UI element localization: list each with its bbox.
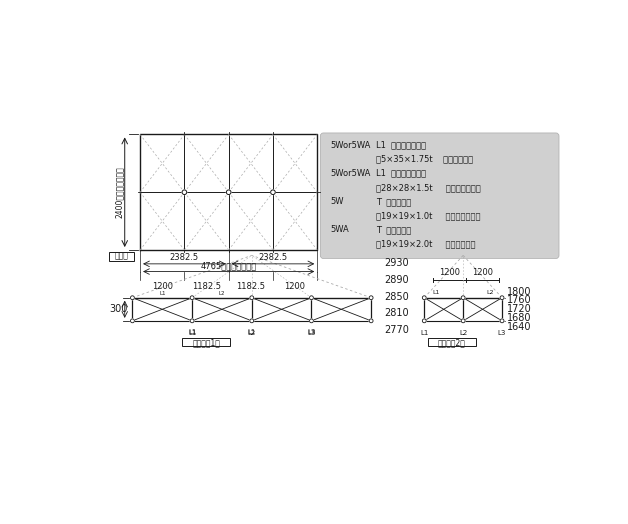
Circle shape bbox=[310, 296, 313, 300]
Circle shape bbox=[423, 296, 426, 300]
Circle shape bbox=[500, 296, 504, 300]
Bar bbox=[183, 338, 230, 346]
Text: 2930: 2930 bbox=[384, 258, 409, 268]
FancyBboxPatch shape bbox=[320, 133, 559, 258]
Text: 1680: 1680 bbox=[507, 313, 531, 323]
Text: 軸組図（1）: 軸組図（1） bbox=[192, 338, 220, 347]
Text: 5Wor5WA: 5Wor5WA bbox=[330, 169, 371, 178]
Text: L2: L2 bbox=[459, 330, 467, 336]
Text: 1200: 1200 bbox=[439, 268, 460, 277]
Text: 〃28×28×1.5t     材質：スチール: 〃28×28×1.5t 材質：スチール bbox=[376, 183, 480, 192]
Text: L3: L3 bbox=[307, 330, 316, 335]
Text: 1182.5: 1182.5 bbox=[236, 281, 265, 291]
Text: T  トラスバー: T トラスバー bbox=[376, 197, 411, 206]
Text: 2850: 2850 bbox=[384, 291, 409, 302]
Circle shape bbox=[271, 190, 275, 194]
Text: 2810: 2810 bbox=[384, 308, 409, 318]
Circle shape bbox=[250, 319, 254, 323]
Circle shape bbox=[190, 319, 194, 323]
Text: 1720: 1720 bbox=[507, 304, 531, 314]
Text: L2: L2 bbox=[487, 290, 494, 295]
Text: 4765（柱　外～外）: 4765（柱 外～外） bbox=[200, 261, 257, 270]
Text: 5WA: 5WA bbox=[330, 225, 349, 234]
Circle shape bbox=[310, 319, 313, 323]
Text: L1  アウターレッグ: L1 アウターレッグ bbox=[376, 141, 426, 150]
Text: 2382.5: 2382.5 bbox=[258, 253, 288, 263]
Text: 1182.5: 1182.5 bbox=[192, 281, 221, 291]
Text: 1200: 1200 bbox=[472, 268, 493, 277]
Circle shape bbox=[226, 190, 231, 194]
Bar bbox=[109, 252, 134, 261]
Text: 1800: 1800 bbox=[507, 287, 531, 297]
Text: 1200: 1200 bbox=[152, 281, 173, 291]
Text: L1: L1 bbox=[420, 330, 428, 336]
Text: L3: L3 bbox=[307, 330, 316, 336]
Circle shape bbox=[461, 319, 465, 323]
Text: 5W: 5W bbox=[330, 197, 344, 206]
Text: L1: L1 bbox=[247, 330, 256, 335]
Text: L1: L1 bbox=[159, 291, 166, 297]
Text: 1760: 1760 bbox=[507, 296, 531, 305]
Text: 2382.5: 2382.5 bbox=[170, 253, 199, 263]
Circle shape bbox=[369, 319, 373, 323]
Circle shape bbox=[500, 319, 504, 323]
Text: L1: L1 bbox=[432, 290, 440, 295]
Text: L2: L2 bbox=[247, 330, 256, 336]
Text: 1640: 1640 bbox=[507, 322, 531, 332]
Text: 〃19×19×1.0t     材質：スチール: 〃19×19×1.0t 材質：スチール bbox=[376, 211, 480, 220]
Text: 300: 300 bbox=[109, 304, 127, 314]
Circle shape bbox=[190, 296, 194, 300]
Circle shape bbox=[250, 296, 254, 300]
Circle shape bbox=[131, 296, 134, 300]
Circle shape bbox=[182, 190, 187, 194]
Text: 軸組図（2）: 軸組図（2） bbox=[438, 338, 466, 347]
Text: 1200: 1200 bbox=[284, 281, 306, 291]
Text: 2890: 2890 bbox=[384, 275, 409, 285]
Text: 5Wor5WA: 5Wor5WA bbox=[330, 141, 371, 150]
Text: L1: L1 bbox=[188, 330, 197, 336]
Text: L3: L3 bbox=[498, 330, 506, 336]
Text: T  トラスバー: T トラスバー bbox=[376, 225, 411, 234]
Text: L2: L2 bbox=[219, 291, 225, 297]
Text: 〃5×35×1.75t    材質：アルミ: 〃5×35×1.75t 材質：アルミ bbox=[376, 155, 473, 164]
Circle shape bbox=[423, 319, 426, 323]
Text: L1: L1 bbox=[188, 330, 197, 335]
Text: L1  インナーレッグ: L1 インナーレッグ bbox=[376, 169, 426, 178]
Circle shape bbox=[369, 296, 373, 300]
Text: 〃19×19×2.0t     材質：アルミ: 〃19×19×2.0t 材質：アルミ bbox=[376, 239, 475, 248]
Circle shape bbox=[461, 296, 465, 300]
Bar bbox=[428, 338, 476, 346]
Text: 2400（柱　外～外）: 2400（柱 外～外） bbox=[115, 166, 124, 218]
Text: 2770: 2770 bbox=[384, 325, 409, 335]
Text: 伏　図: 伏 図 bbox=[115, 252, 129, 260]
Circle shape bbox=[131, 319, 134, 323]
